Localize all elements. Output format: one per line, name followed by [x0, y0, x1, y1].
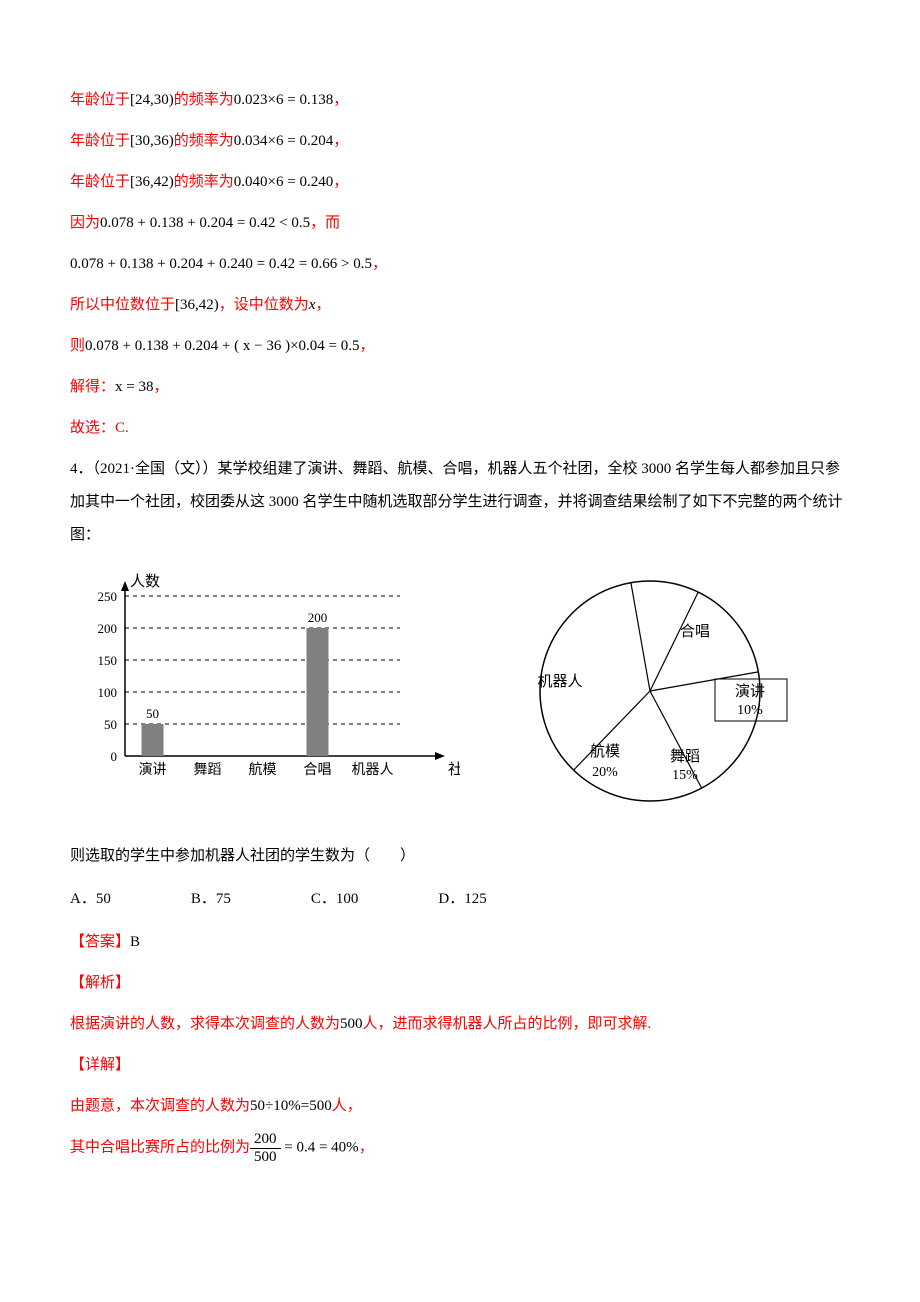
question-4-header: 4．（2021·全国（文））某学校组建了演讲、舞蹈、航模、合唱，机器人五个社团，… [70, 449, 850, 556]
frac-den: 500 [250, 1149, 281, 1166]
expr: 0.034×6 = 0.204 [234, 133, 333, 149]
svg-text:舞蹈: 舞蹈 [194, 762, 222, 778]
text: 解得： [70, 379, 115, 395]
text: 由题意，本次调查的人数为 [70, 1098, 250, 1114]
svg-text:250: 250 [98, 589, 118, 604]
svg-text:200: 200 [98, 621, 118, 636]
interval: [30,36) [130, 133, 174, 149]
svg-text:10%: 10% [737, 703, 763, 718]
text: 所以中位数位于 [70, 297, 175, 313]
detail-line-1: 由题意，本次调查的人数为50÷10%=500人， [70, 1086, 850, 1127]
pie-chart: 演讲 10% 舞蹈 15% 航模 20% 机器人 合唱 [490, 566, 810, 816]
text: 因为 [70, 215, 100, 231]
answer-line: 【答案】B [70, 922, 850, 963]
expr: 0.040×6 = 0.240 [234, 174, 333, 190]
sol-line-4: 因为0.078 + 0.138 + 0.204 = 0.42 < 0.5，而 [70, 203, 850, 244]
sol-line-3: 年龄位于[36,42)的频率为0.040×6 = 0.240， [70, 162, 850, 203]
analysis-text: 根据演讲的人数，求得本次调查的人数为500人，进而求得机器人所占的比例，即可求解… [70, 1004, 850, 1045]
expr: 0.078 + 0.138 + 0.204 + 0.240 = 0.42 = 0… [70, 256, 372, 272]
text: 其中合唱比赛所占的比例为 [70, 1139, 250, 1155]
svg-text:演讲: 演讲 [735, 683, 765, 700]
svg-text:0: 0 [111, 749, 118, 764]
svg-text:社团: 社团 [448, 761, 460, 778]
svg-text:15%: 15% [672, 768, 698, 783]
text: 年龄位于 [70, 174, 130, 190]
expr: 50÷10%=500 [250, 1098, 332, 1114]
expr: x = 38 [115, 379, 153, 395]
expr: 0.023×6 = 0.138 [234, 92, 333, 108]
fraction: 200500 [250, 1131, 281, 1165]
svg-text:机器人: 机器人 [352, 762, 394, 778]
sol-line-9: 故选：C. [70, 408, 850, 449]
svg-text:舞蹈: 舞蹈 [670, 748, 700, 765]
svg-text:50: 50 [146, 706, 159, 721]
option-c: C．100 [311, 883, 359, 916]
text: 的频率为 [174, 133, 234, 149]
text: 的频率为 [174, 174, 234, 190]
sol-line-2: 年龄位于[30,36)的频率为0.034×6 = 0.204， [70, 121, 850, 162]
bar-chart: 人数 0 50 100 150 200 250 50 演讲 舞蹈 航模 200 合唱 机器人 社团 [70, 566, 460, 796]
sol-line-8: 解得：x = 38， [70, 367, 850, 408]
option-a: A．50 [70, 883, 111, 916]
text: 则 [70, 338, 85, 354]
svg-text:100: 100 [98, 685, 118, 700]
text: ， [315, 297, 330, 313]
text: ， [360, 338, 375, 354]
answer-value: B [130, 934, 140, 950]
frac-num: 200 [250, 1131, 281, 1149]
svg-text:合唱: 合唱 [304, 762, 332, 778]
svg-text:航模: 航模 [249, 762, 277, 778]
interval: [36,42) [175, 297, 219, 313]
svg-text:演讲: 演讲 [139, 762, 167, 778]
svg-text:20%: 20% [592, 765, 618, 780]
text: ， [333, 133, 348, 149]
expr: = 0.4 = 40% [281, 1139, 359, 1155]
option-d: D．125 [438, 883, 486, 916]
expr: 0.078 + 0.138 + 0.204 = 0.42 < 0.5 [100, 215, 310, 231]
analysis-label: 【解析】 [70, 963, 850, 1004]
detail-line-2: 其中合唱比赛所占的比例为200500 = 0.4 = 40%， [70, 1127, 850, 1169]
svg-text:50: 50 [104, 717, 117, 732]
svg-text:200: 200 [308, 610, 328, 625]
text: ，设中位数为 [219, 297, 309, 313]
text: 的频率为 [174, 92, 234, 108]
svg-text:航模: 航模 [590, 743, 620, 760]
detail-label: 【详解】 [70, 1045, 850, 1086]
sol-line-5: 0.078 + 0.138 + 0.204 + 0.240 = 0.42 = 0… [70, 244, 850, 285]
text: 年龄位于 [70, 92, 130, 108]
text: 年龄位于 [70, 133, 130, 149]
svg-text:人数: 人数 [130, 573, 160, 590]
charts-row: 人数05010015020025050演讲舞蹈航模200合唱机器人社团 演讲10… [70, 566, 850, 816]
sol-line-6: 所以中位数位于[36,42)，设中位数为x， [70, 285, 850, 326]
answer-label: 【答案】 [70, 934, 130, 950]
text: ， [153, 379, 168, 395]
text: ，而 [310, 215, 340, 231]
expr: 0.078 + 0.138 + 0.204 + ( x − 36 )×0.04 … [85, 338, 360, 354]
text: ， [333, 174, 348, 190]
interval: [24,30) [130, 92, 174, 108]
text: 人，进而求得机器人所占的比例，即可求解. [363, 1016, 652, 1032]
text: ， [333, 92, 348, 108]
question-4-tail: 则选取的学生中参加机器人社团的学生数为（ ） [70, 836, 850, 877]
svg-text:合唱: 合唱 [680, 623, 710, 640]
text: ， [372, 256, 387, 272]
num: 500 [340, 1016, 363, 1032]
svg-text:机器人: 机器人 [537, 673, 582, 690]
options-row: A．50 B．75 C．100 D．125 [70, 883, 850, 916]
sol-line-1: 年龄位于[24,30)的频率为0.023×6 = 0.138， [70, 80, 850, 121]
text: ， [359, 1139, 374, 1155]
text: 人， [332, 1098, 362, 1114]
text: 根据演讲的人数，求得本次调查的人数为 [70, 1016, 340, 1032]
interval: [36,42) [130, 174, 174, 190]
sol-line-7: 则0.078 + 0.138 + 0.204 + ( x − 36 )×0.04… [70, 326, 850, 367]
svg-text:150: 150 [98, 653, 118, 668]
option-b: B．75 [191, 883, 231, 916]
